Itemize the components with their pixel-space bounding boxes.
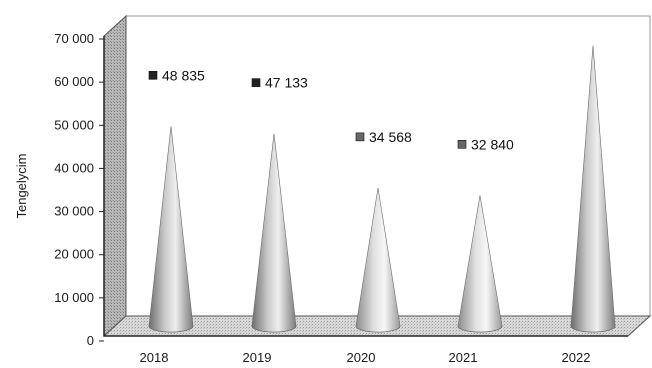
category-label: 2021	[449, 350, 478, 365]
cones	[148, 45, 616, 333]
cone-body	[355, 187, 401, 333]
cone-2022	[570, 45, 616, 333]
y-tick-label: 30 000	[54, 204, 94, 219]
data-labels: 48 835 47 133 34 568 32 840 67 570	[148, 0, 627, 152]
cone-2020	[355, 187, 401, 333]
data-label: 32 840	[471, 136, 514, 152]
cone-body	[251, 133, 297, 333]
cone-body	[457, 195, 503, 333]
y-axis-label: Tengelycim	[14, 153, 29, 218]
cone-2018	[148, 126, 194, 333]
cone-2021	[457, 195, 503, 333]
y-tick-label: 60 000	[54, 74, 94, 89]
data-label: 67 570	[584, 0, 627, 2]
data-label-marker	[355, 132, 365, 142]
data-label: 34 568	[369, 129, 412, 145]
category-label: 2018	[140, 350, 169, 365]
y-tick-label: 40 000	[54, 160, 94, 175]
cone-body	[570, 45, 616, 333]
y-tick-label: 10 000	[54, 290, 94, 305]
data-label: 48 835	[162, 67, 205, 83]
category-label: 2022	[562, 350, 591, 365]
y-ticks: 0 10 000 20 000 30 000 40 000 50 000 60 000 70 …	[54, 31, 104, 348]
y-tick-label: 70 000	[54, 31, 94, 46]
data-label: 47 133	[265, 75, 308, 91]
data-label-marker	[148, 71, 158, 80]
y-tick-label: 0	[87, 333, 94, 348]
category-labels: 2018 2019 2020 2021 2022	[140, 350, 591, 365]
category-label: 2019	[243, 350, 272, 365]
cone-2019	[251, 133, 297, 333]
y-tick-label: 50 000	[54, 117, 94, 132]
cone-body	[148, 126, 194, 333]
side-wall	[103, 14, 127, 338]
y-tick-label: 20 000	[54, 247, 94, 262]
data-label-marker	[457, 140, 467, 149]
category-label: 2020	[347, 350, 376, 365]
data-label-marker	[251, 78, 261, 87]
